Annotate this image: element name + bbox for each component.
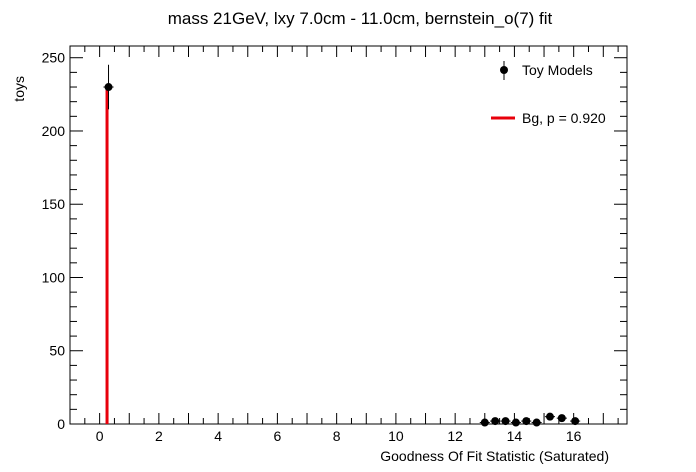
y-tick-label: 200 — [42, 123, 66, 139]
x-tick-label: 10 — [388, 428, 404, 444]
x-axis-label: Goodness Of Fit Statistic (Saturated) — [380, 448, 609, 464]
data-point — [104, 83, 113, 92]
data-point — [511, 418, 520, 427]
data-point — [491, 417, 500, 426]
data-point — [557, 414, 566, 423]
x-axis-ticks: 0 2 4 6 8 10 12 14 16 — [69, 46, 619, 444]
x-tick-label: 2 — [155, 428, 163, 444]
y-tick-label: 0 — [57, 416, 65, 432]
data-point — [522, 417, 531, 426]
x-tick-label: 4 — [214, 428, 222, 444]
x-tick-label: 8 — [333, 428, 341, 444]
data-point — [532, 418, 541, 427]
data-point — [501, 417, 510, 426]
x-tick-label: 0 — [96, 428, 104, 444]
y-tick-label: 250 — [42, 50, 66, 66]
legend: Toy Models Bg, p = 0.920 — [491, 61, 606, 126]
legend-toy-models-marker — [500, 66, 508, 74]
x-tick-label: 16 — [566, 428, 582, 444]
x-tick-label: 14 — [507, 428, 523, 444]
y-axis-label: toys — [11, 76, 27, 102]
y-axis-ticks: 0 50 100 150 200 250 — [42, 50, 627, 432]
y-tick-label: 50 — [49, 343, 65, 359]
x-tick-label: 12 — [447, 428, 463, 444]
data-point — [480, 418, 489, 427]
data-point — [571, 417, 580, 426]
toy-models-points — [103, 64, 581, 427]
x-tick-label: 6 — [273, 428, 281, 444]
chart-title: mass 21GeV, lxy 7.0cm - 11.0cm, bernstei… — [168, 9, 553, 28]
y-tick-label: 100 — [42, 269, 66, 285]
legend-toy-models-label: Toy Models — [522, 62, 593, 78]
plot-frame — [69, 45, 628, 425]
data-point — [545, 412, 554, 421]
y-tick-label: 150 — [42, 196, 66, 212]
legend-bg-label: Bg, p = 0.920 — [522, 110, 606, 126]
